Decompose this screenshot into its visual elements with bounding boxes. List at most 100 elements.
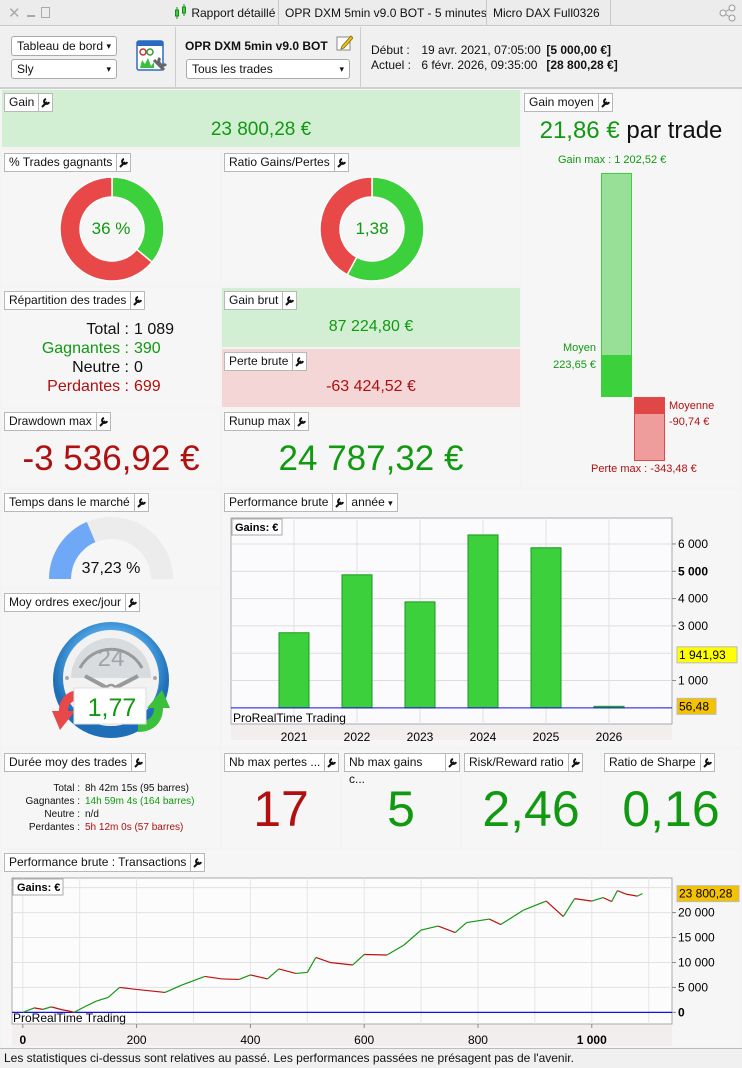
repartition-list: Total : 1 089 Gagnantes : 390 Neutre : 0 Pe… — [2, 320, 220, 396]
panel-title: Moy ordres exec/jour — [9, 595, 122, 609]
duration-row-total: Total : 8h 42m 15s (95 barres) — [2, 782, 220, 795]
repartition-panel: Répartition des trades Total : 1 089 Gagn… — [2, 288, 220, 407]
equity-segment — [591, 897, 604, 902]
panel-header: % Trades gagnants — [4, 153, 132, 172]
wrench-icon[interactable] — [125, 594, 139, 611]
x-tick-label: 2025 — [533, 730, 560, 744]
user-select-value: Sly — [17, 62, 34, 76]
wrench-icon[interactable] — [133, 494, 148, 511]
panel-header: Durée moy des trades — [4, 753, 147, 772]
panel-title: Gain — [9, 95, 35, 109]
y-tick-label: 0 — [678, 1005, 685, 1019]
wrench-icon[interactable] — [567, 754, 582, 771]
x-tick-label: 2024 — [470, 730, 497, 744]
value-marker-label: 23 800,28 — [679, 887, 733, 901]
max-consecutive-losses-panel: Nb max pertes ... 17 — [222, 750, 340, 848]
wrench-icon[interactable] — [324, 754, 338, 771]
runup-panel: Runup max 24 787,32 € — [222, 409, 520, 487]
wrench-icon[interactable] — [131, 754, 145, 771]
panel-title: Perte brute — [229, 354, 289, 368]
x-tick-label: 400 — [240, 1033, 260, 1047]
ratio-donut — [319, 176, 425, 282]
equity-segment — [278, 968, 297, 975]
equity-segment — [611, 890, 618, 902]
equity-segment — [545, 900, 564, 918]
trades-filter-select[interactable]: Tous les trades ▾ — [186, 59, 350, 79]
wrench-icon[interactable] — [292, 353, 306, 370]
value-marker-tag — [676, 885, 740, 903]
strategy-name: OPR DXM 5min v9.0 BOT — [185, 39, 328, 53]
donut-green-segment — [346, 176, 425, 282]
arrow-down-red-icon — [52, 690, 80, 730]
current-label: Actuel : — [371, 58, 412, 72]
row-label: Total : — [53, 783, 80, 794]
y-tick-label: 3 000 — [678, 619, 708, 633]
wrench-icon[interactable] — [95, 413, 110, 430]
user-select[interactable]: Sly ▾ — [11, 59, 117, 79]
gain-brut-panel: Gain brut 87 224,80 € — [222, 288, 520, 347]
avg-gain-suffix: par trade — [626, 117, 723, 144]
period-select[interactable]: année ▾ — [346, 494, 396, 511]
row-value: 0 — [134, 359, 143, 376]
period-select-value: année — [351, 495, 385, 509]
equity-segment — [136, 988, 166, 994]
tab-instrument[interactable]: Micro DAX Full0326 — [486, 0, 606, 26]
row-label: Perdantes : — [28, 822, 80, 833]
edit-pencil-icon[interactable] — [336, 34, 353, 51]
wrench-icon[interactable] — [130, 292, 144, 309]
wrench-icon[interactable] — [333, 154, 348, 171]
x-tick-label: 200 — [127, 1033, 147, 1047]
wrench-icon[interactable] — [294, 413, 308, 430]
y-tick-label: 6 000 — [678, 537, 708, 551]
wrench-icon[interactable] — [190, 854, 204, 871]
x-tick-label: 2022 — [344, 730, 371, 744]
title-bar: ✕ Rapport détaillé OPR DXM 5min v9.0 BOT… — [0, 0, 742, 26]
max-gains-value: 5 — [387, 781, 415, 837]
period-info: Début : 19 avr. 2021, 07:05:00 [5 000,00 … — [371, 43, 618, 73]
minimize-icon[interactable] — [27, 15, 35, 17]
row-label: Gagnantes : — [41, 340, 129, 357]
equity-segment — [617, 890, 627, 895]
moyen-value: 223,65 € — [553, 359, 596, 371]
ratio-panel: Ratio Gains/Pertes 1,38 — [222, 150, 520, 285]
wrench-icon[interactable] — [38, 94, 52, 111]
dashboard-settings-icon[interactable] — [136, 40, 168, 74]
chevron-down-icon: ▾ — [106, 64, 111, 74]
equity-segment — [437, 925, 456, 934]
chevron-down-icon: ▾ — [388, 498, 393, 508]
row-label: Gagnantes : — [25, 796, 80, 807]
gain-avg-bar — [601, 355, 632, 397]
avg-duration-panel: Durée moy des trades Total : 8h 42m 15s (… — [2, 750, 220, 848]
tab-rapport-detaille[interactable]: Rapport détaillé — [168, 0, 281, 26]
maximize-icon[interactable] — [41, 7, 50, 18]
wrench-icon[interactable] — [597, 94, 612, 111]
value-marker-tag — [676, 697, 717, 715]
start-capital: [5 000,00 €] — [546, 43, 612, 57]
panel-title: Performance brute — [229, 495, 329, 509]
donut-red-segment — [319, 176, 373, 276]
clock-icon: 24 — [52, 622, 170, 738]
equity-segment — [500, 909, 524, 926]
tab-strategy[interactable]: OPR DXM 5min v9.0 BOT - 5 minutes — [278, 0, 493, 26]
x-tick-label: 2021 — [281, 730, 308, 744]
wrench-icon[interactable] — [116, 154, 130, 171]
moyenne-label: Moyenne — [669, 400, 715, 412]
candlestick-icon — [175, 4, 186, 19]
row-label: Neutre : — [44, 809, 80, 820]
start-label: Début : — [371, 43, 410, 57]
view-select[interactable]: Tableau de bord ▾ — [11, 36, 117, 56]
wrench-icon[interactable] — [332, 494, 346, 511]
share-icon[interactable] — [718, 4, 738, 22]
equity-segment — [85, 1000, 98, 1007]
risk-reward-panel: Risk/Reward ratio 2,46 — [462, 750, 600, 848]
row-value: 14h 59m 4s (164 barres) — [85, 796, 195, 807]
wrench-icon[interactable] — [445, 754, 459, 771]
wrench-icon[interactable] — [282, 292, 296, 309]
gain-panel: Gain 23 800,28 € — [2, 90, 520, 147]
x-tick-label: 800 — [468, 1033, 488, 1047]
sharpe-value: 0,16 — [622, 781, 720, 837]
wrench-icon[interactable] — [699, 754, 714, 771]
panel-header: Nb max gains c... — [344, 753, 460, 786]
panel-title: Drawdown max — [9, 414, 92, 428]
close-icon[interactable]: ✕ — [8, 5, 21, 22]
